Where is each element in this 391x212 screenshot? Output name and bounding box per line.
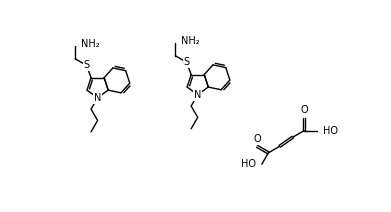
Text: HO: HO [241,159,256,169]
Text: S: S [84,60,90,70]
Text: NH₂: NH₂ [181,36,200,46]
Text: N: N [194,90,201,100]
Text: O: O [253,134,261,144]
Text: HO: HO [323,126,337,136]
Text: S: S [184,57,190,67]
Text: NH₂: NH₂ [81,39,100,49]
Text: N: N [94,93,101,103]
Text: O: O [300,105,308,115]
